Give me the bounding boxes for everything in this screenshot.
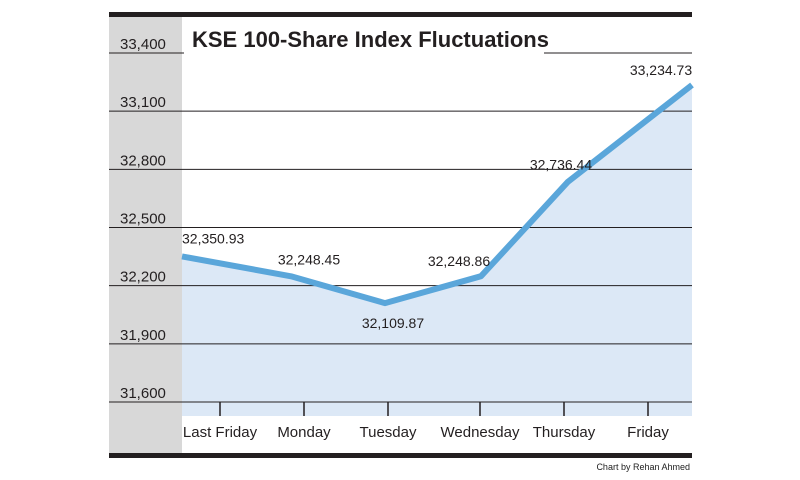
series-area	[182, 85, 692, 416]
x-tick-label: Last Friday	[183, 424, 258, 441]
series-line	[181, 82, 694, 307]
chart-credit: Chart by Rehan Ahmed	[596, 462, 690, 472]
y-axis-panel	[109, 17, 182, 453]
data-label: 32,248.45	[278, 251, 340, 267]
x-tick-label: Tuesday	[360, 424, 417, 441]
data-labels: 32,350.93 32,248.45 32,109.87 32,248.86 32,7…	[182, 62, 692, 331]
y-tick-label: 33,100	[120, 94, 166, 111]
y-tick-label: 33,400	[120, 36, 166, 53]
top-frame-bar	[109, 12, 692, 17]
data-label: 32,736.44	[530, 157, 592, 173]
series-line-layer	[181, 82, 694, 307]
y-tick-label: 31,900	[120, 327, 166, 344]
x-tick-labels: Last Friday Monday Tuesday Wednesday Thursda…	[183, 424, 669, 441]
x-tick-label: Thursday	[533, 424, 596, 441]
y-tick-label: 32,200	[120, 269, 166, 286]
data-label: 32,350.93	[182, 230, 244, 246]
data-label: 33,234.73	[630, 62, 692, 78]
y-tick-label: 32,800	[120, 152, 166, 169]
x-axis-ticks	[219, 402, 649, 416]
area-layer	[182, 85, 692, 416]
y-tick-labels: 31,600 31,900 32,200 32,500 32,800 33,100 33,4…	[120, 36, 166, 402]
x-tick-label: Wednesday	[441, 424, 520, 441]
chart-title: KSE 100-Share Index Fluctuations	[192, 27, 549, 52]
data-label: 32,109.87	[362, 315, 424, 331]
y-tick-label: 32,500	[120, 211, 166, 228]
data-label: 32,248.86	[428, 253, 490, 269]
x-tick-label: Friday	[627, 424, 669, 441]
title-backdrop	[184, 22, 544, 54]
x-tick-label: Monday	[277, 424, 331, 441]
gridlines	[109, 52, 692, 403]
bottom-frame-bar	[109, 453, 692, 458]
y-tick-label: 31,600	[120, 385, 166, 402]
